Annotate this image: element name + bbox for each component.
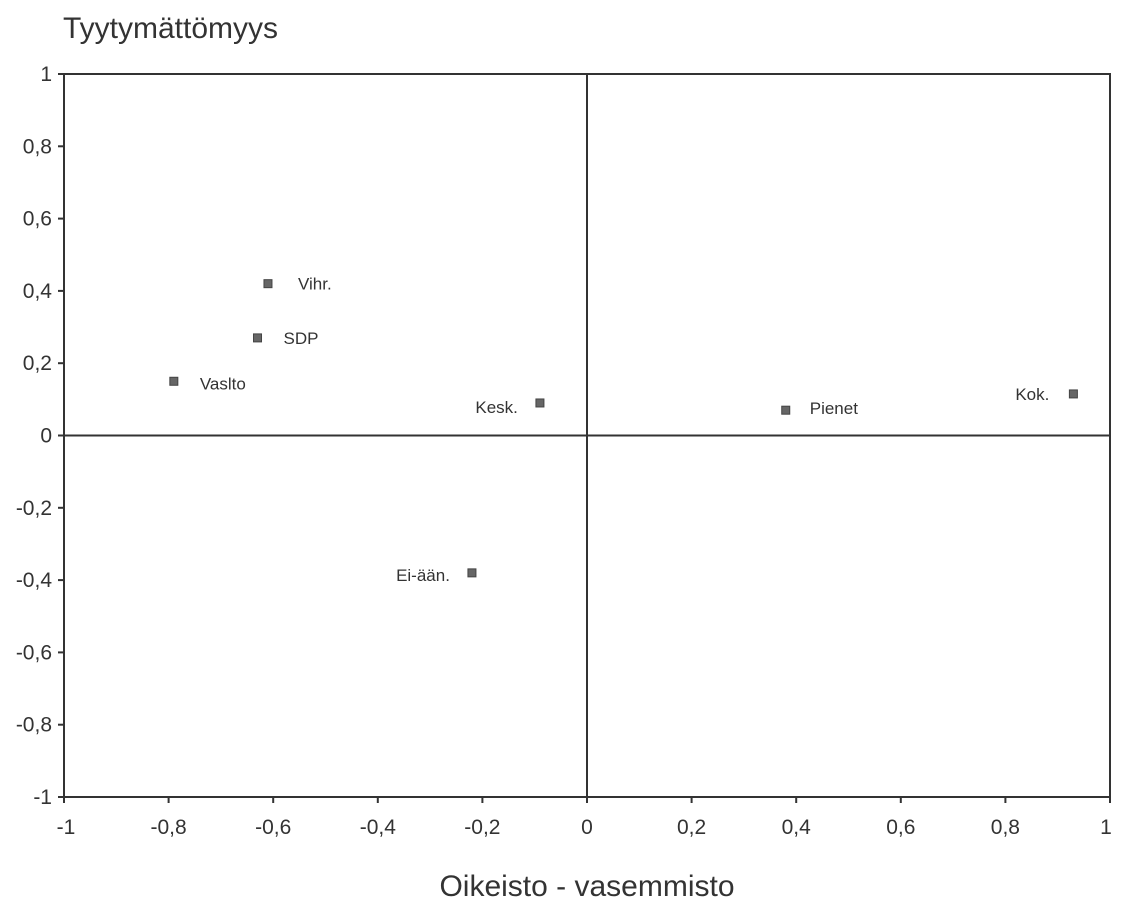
- y-tick-label: -1: [33, 786, 52, 809]
- x-tick-label: 0,2: [677, 816, 706, 839]
- data-point: [467, 568, 477, 578]
- data-point-label: Vihr.: [298, 275, 332, 294]
- y-tick-label: 0,8: [23, 135, 52, 158]
- x-tick-label: 0: [581, 816, 593, 839]
- x-tick-label: -0,2: [464, 816, 500, 839]
- x-tick-label: -0,8: [151, 816, 187, 839]
- y-tick-label: -0,8: [16, 714, 52, 737]
- x-tick-label: -0,4: [360, 816, 397, 839]
- x-ticks: -1 -0,8 -0,6 -0,4 -0,2 0 0,2 0,4 0,6 0,8 1: [57, 797, 1112, 839]
- x-tick-label: 0,8: [991, 816, 1020, 839]
- y-tick-label: -0,6: [16, 641, 52, 664]
- x-tick-label: -0,6: [255, 816, 291, 839]
- y-axis-title: Tyytymättömyys: [63, 12, 278, 45]
- data-point-label: Kesk.: [475, 398, 518, 417]
- x-tick-label: 0,4: [782, 816, 812, 839]
- data-point: [253, 333, 263, 343]
- data-points: Vihr. SDP Vaslto Kesk. Pienet Kok. Ei-ään.: [169, 275, 1078, 585]
- x-tick-label: -1: [57, 816, 76, 839]
- y-tick-label: 0,4: [23, 280, 53, 303]
- y-tick-label: 0,6: [23, 208, 52, 231]
- y-ticks: 1 0,8 0,6 0,4 0,2 0 -0,2 -0,4 -0,6 -0,8 -1: [16, 63, 64, 809]
- x-tick-label: 1: [1100, 816, 1112, 839]
- data-point: [169, 376, 179, 386]
- data-point-label: Vaslto: [200, 374, 246, 393]
- y-tick-label: 0,2: [23, 352, 52, 375]
- x-tick-label: 0,6: [886, 816, 915, 839]
- y-tick-label: -0,4: [16, 569, 53, 592]
- data-point: [781, 405, 791, 415]
- data-point-label: SDP: [284, 329, 319, 348]
- data-point-label: Pienet: [810, 399, 858, 418]
- y-tick-label: 0: [40, 425, 52, 448]
- x-axis-title: Oikeisto - vasemmisto: [439, 870, 734, 899]
- data-point-label: Ei-ään.: [396, 566, 450, 585]
- y-tick-label: 1: [40, 63, 52, 86]
- y-tick-label: -0,2: [16, 497, 52, 520]
- data-point: [1068, 389, 1078, 399]
- data-point-label: Kok.: [1015, 385, 1049, 404]
- data-point: [535, 398, 545, 408]
- data-point: [263, 279, 273, 289]
